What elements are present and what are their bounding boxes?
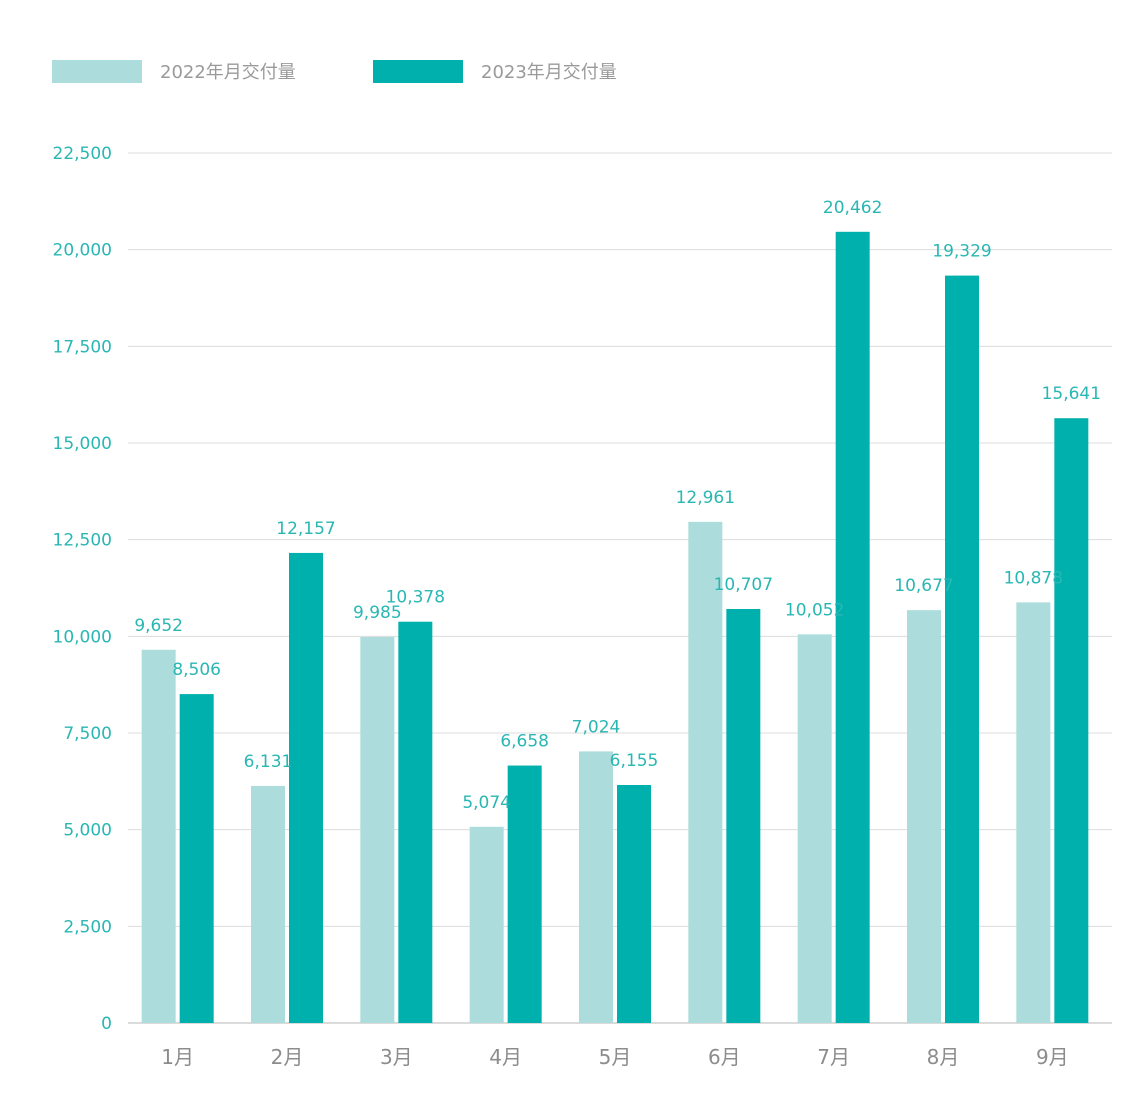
bar-2022-1 [141, 649, 176, 1023]
data-label: 6,155 [610, 751, 659, 771]
y-tick-label: 20,000 [53, 241, 112, 261]
data-label: 8,506 [172, 660, 221, 680]
bars [141, 231, 1089, 1023]
y-axis-ticks: 0 2,500 5,000 7,500 10,000 12,500 15,000 17,500… [53, 144, 112, 1034]
bar-2023-5 [617, 785, 651, 1023]
data-label: 6,131 [244, 752, 293, 772]
y-tick-label: 17,500 [53, 337, 112, 357]
bar-2023-8 [945, 275, 979, 1023]
data-label: 6,658 [500, 732, 549, 752]
bar-2022-7 [797, 634, 832, 1023]
bar-2022-4 [469, 826, 504, 1023]
x-category-label: 7月 [817, 1045, 850, 1069]
y-tick-label: 15,000 [53, 434, 112, 454]
y-tick-label: 5,000 [63, 821, 112, 841]
bar-2023-2 [289, 552, 323, 1023]
x-category-label: 9月 [1036, 1045, 1069, 1069]
legend-label-1: 2022年月交付量 [160, 62, 296, 83]
data-label: 10,378 [386, 588, 445, 608]
data-label: 5,074 [462, 793, 511, 813]
legend-swatch-2 [373, 60, 463, 83]
y-tick-label: 0 [101, 1014, 112, 1034]
bar-2022-8 [907, 610, 941, 1023]
data-label: 20,462 [823, 198, 882, 218]
x-category-label: 3月 [380, 1045, 413, 1069]
data-label: 19,329 [932, 242, 991, 262]
x-category-label: 4月 [489, 1045, 522, 1069]
x-category-label: 2月 [271, 1045, 304, 1069]
x-category-label: 5月 [599, 1045, 632, 1069]
y-tick-label: 7,500 [63, 724, 112, 744]
y-tick-label: 2,500 [63, 917, 112, 937]
y-tick-label: 12,500 [53, 531, 112, 551]
bar-2023-4 [507, 765, 542, 1023]
bar-2022-6 [688, 521, 723, 1023]
legend: 2022年月交付量 2023年月交付量 [52, 60, 617, 83]
bar-2023-6 [726, 608, 761, 1023]
legend-label-2: 2023年月交付量 [481, 62, 617, 83]
x-category-label: 1月 [161, 1045, 194, 1069]
y-tick-label: 10,000 [53, 627, 112, 647]
bar-2023-1 [179, 694, 214, 1023]
x-category-label: 8月 [927, 1045, 960, 1069]
data-label: 12,157 [276, 519, 335, 539]
bar-2023-9 [1054, 418, 1089, 1023]
legend-swatch-1 [52, 60, 142, 83]
bar-2022-5 [579, 751, 613, 1023]
data-label: 12,961 [676, 488, 735, 508]
bar-2022-2 [251, 785, 285, 1023]
bar-2023-3 [398, 621, 433, 1023]
y-tick-label: 22,500 [53, 144, 112, 164]
data-label: 10,677 [894, 576, 953, 596]
data-label: 9,652 [134, 616, 183, 636]
data-label: 7,024 [572, 717, 621, 737]
data-label: 10,707 [714, 575, 773, 595]
bar-2022-9 [1016, 602, 1051, 1023]
x-category-label: 6月 [708, 1045, 741, 1069]
data-label: 10,052 [785, 600, 844, 620]
data-label: 9,985 [353, 603, 402, 623]
bar-2023-7 [835, 231, 870, 1023]
x-axis-categories: 1月 2月 3月 4月 5月 6月 7月 8月 9月 [161, 1045, 1068, 1069]
bar-2022-3 [360, 636, 395, 1023]
data-label: 15,641 [1042, 384, 1101, 404]
data-label: 10,878 [1004, 568, 1063, 588]
